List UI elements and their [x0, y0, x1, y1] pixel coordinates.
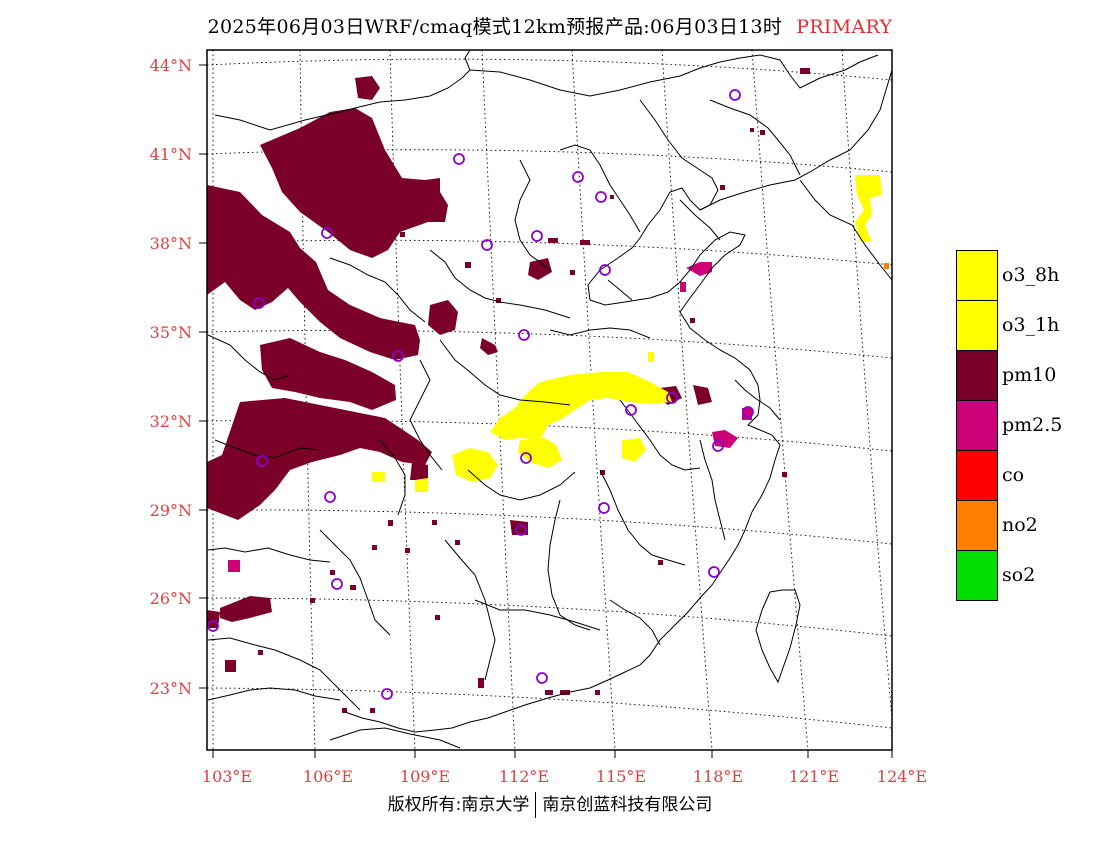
- lat-label: 29°N: [150, 501, 192, 520]
- lat-label: 23°N: [150, 679, 192, 698]
- lat-labels: 44°N 41°N 38°N 35°N 32°N 29°N 26°N 23°N: [150, 56, 192, 698]
- lat-label: 41°N: [150, 145, 192, 164]
- map-title: 2025年06月03日WRF/cmaq模式12km预报产品:06月03日13时 P…: [0, 12, 1100, 39]
- pm10-regions: [207, 76, 712, 672]
- station-marker: [599, 264, 611, 276]
- legend-item-o3-8h: o3_8h: [956, 250, 1086, 301]
- legend-label: o3_1h: [1002, 314, 1060, 336]
- pollutant-legend: o3_8h o3_1h pm10 pm2.5 co no2 so2: [956, 250, 1086, 601]
- lon-label: 118°E: [693, 767, 743, 786]
- station-marker: [598, 502, 610, 514]
- legend-item-o3-1h: o3_1h: [956, 300, 1086, 351]
- station-marker: [531, 230, 543, 242]
- station-marker: [742, 406, 754, 418]
- legend-item-no2: no2: [956, 500, 1086, 551]
- lon-label: 115°E: [596, 767, 646, 786]
- station-marker: [381, 688, 393, 700]
- legend-item-pm10: pm10: [956, 350, 1086, 401]
- lon-label: 124°E: [877, 767, 927, 786]
- station-marker: [256, 455, 268, 467]
- primary-tag: PRIMARY: [796, 16, 893, 38]
- station-marker: [572, 171, 584, 183]
- lon-label: 106°E: [303, 767, 353, 786]
- legend-label: so2: [1002, 564, 1036, 586]
- lat-label: 32°N: [150, 412, 192, 431]
- lat-label: 38°N: [150, 234, 192, 253]
- copyright-footer: 版权所有:南京大学 南京创蓝科技有限公司: [0, 790, 1100, 818]
- legend-swatch: [956, 400, 998, 451]
- lon-ticks: [212, 750, 893, 758]
- no2-spot: [884, 263, 889, 269]
- station-marker: [518, 329, 530, 341]
- legend-swatch: [956, 550, 998, 601]
- station-marker: [321, 227, 333, 239]
- lon-label: 112°E: [499, 767, 549, 786]
- o3-regions: [372, 175, 882, 492]
- pm25-regions: [228, 262, 752, 572]
- boundaries: [207, 50, 892, 749]
- station-marker: [536, 672, 548, 684]
- station-marker: [625, 404, 637, 416]
- lat-label: 35°N: [150, 323, 192, 342]
- station-marker: [520, 452, 532, 464]
- station-marker: [253, 297, 265, 309]
- footer-divider: [535, 792, 537, 818]
- legend-swatch: [956, 350, 998, 401]
- station-marker: [481, 239, 493, 251]
- lon-labels: 103°E 106°E 109°E 112°E 115°E 118°E 121°…: [202, 767, 927, 786]
- legend-swatch: [956, 500, 998, 551]
- legend-label: no2: [1002, 514, 1038, 536]
- station-marker: [708, 566, 720, 578]
- legend-label: pm2.5: [1002, 414, 1063, 436]
- station-marker: [331, 578, 343, 590]
- legend-item-so2: so2: [956, 550, 1086, 601]
- station-marker: [595, 191, 607, 203]
- legend-label: co: [1002, 464, 1025, 486]
- station-marker: [453, 153, 465, 165]
- legend-item-co: co: [956, 450, 1086, 501]
- legend-item-pm25: pm2.5: [956, 400, 1086, 451]
- legend-swatch: [956, 300, 998, 351]
- pm10-scatter: [258, 68, 810, 713]
- station-marker: [729, 89, 741, 101]
- lat-label: 44°N: [150, 56, 192, 75]
- station-marker: [324, 491, 336, 503]
- title-text: 2025年06月03日WRF/cmaq模式12km预报产品:06月03日13时: [207, 16, 783, 38]
- copyright-left: 版权所有:南京大学: [387, 795, 530, 815]
- station-markers: [207, 89, 754, 700]
- station-marker: [392, 350, 404, 362]
- legend-swatch: [956, 250, 998, 301]
- station-marker: [515, 524, 527, 536]
- station-marker: [712, 440, 724, 452]
- lon-label: 121°E: [789, 767, 839, 786]
- lat-label: 26°N: [150, 589, 192, 608]
- station-marker: [207, 620, 219, 632]
- legend-label: o3_8h: [1002, 264, 1060, 286]
- lon-label: 109°E: [400, 767, 450, 786]
- lat-ticks: [199, 64, 207, 689]
- station-marker: [666, 392, 678, 404]
- lon-label: 103°E: [202, 767, 252, 786]
- legend-label: pm10: [1002, 364, 1057, 386]
- map-border: [206, 49, 893, 751]
- copyright-right: 南京创蓝科技有限公司: [542, 795, 713, 815]
- legend-swatch: [956, 450, 998, 501]
